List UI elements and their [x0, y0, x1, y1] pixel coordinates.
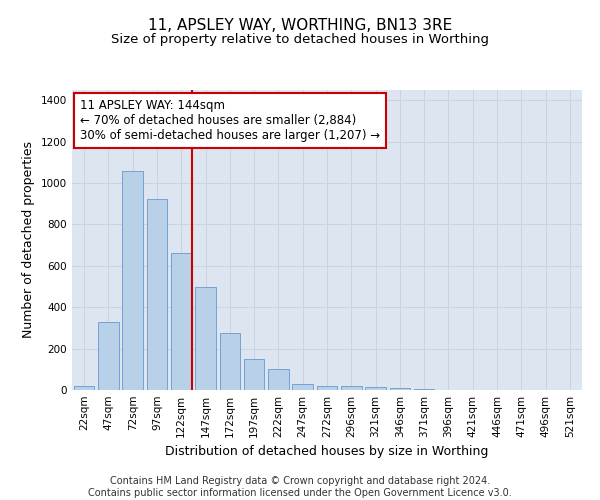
Bar	[146, 198, 167, 390]
Bar	[341, 386, 362, 390]
Bar	[244, 359, 265, 390]
Text: 11, APSLEY WAY, WORTHING, BN13 3RE: 11, APSLEY WAY, WORTHING, BN13 3RE	[148, 18, 452, 32]
Text: Contains HM Land Registry data © Crown copyright and database right 2024.
Contai: Contains HM Land Registry data © Crown c…	[88, 476, 512, 498]
Bar	[220, 333, 240, 390]
Text: 11 APSLEY WAY: 144sqm
← 70% of detached houses are smaller (2,884)
30% of semi-d: 11 APSLEY WAY: 144sqm ← 70% of detached …	[80, 99, 380, 142]
Bar	[365, 387, 386, 390]
Bar	[195, 286, 216, 390]
Bar	[292, 384, 313, 390]
Bar	[268, 370, 289, 390]
Bar	[74, 386, 94, 390]
Bar	[414, 389, 434, 390]
Bar	[389, 388, 410, 390]
Text: Size of property relative to detached houses in Worthing: Size of property relative to detached ho…	[111, 32, 489, 46]
X-axis label: Distribution of detached houses by size in Worthing: Distribution of detached houses by size …	[166, 446, 488, 458]
Bar	[98, 322, 119, 390]
Bar	[317, 386, 337, 390]
Bar	[122, 170, 143, 390]
Y-axis label: Number of detached properties: Number of detached properties	[22, 142, 35, 338]
Bar	[171, 254, 191, 390]
